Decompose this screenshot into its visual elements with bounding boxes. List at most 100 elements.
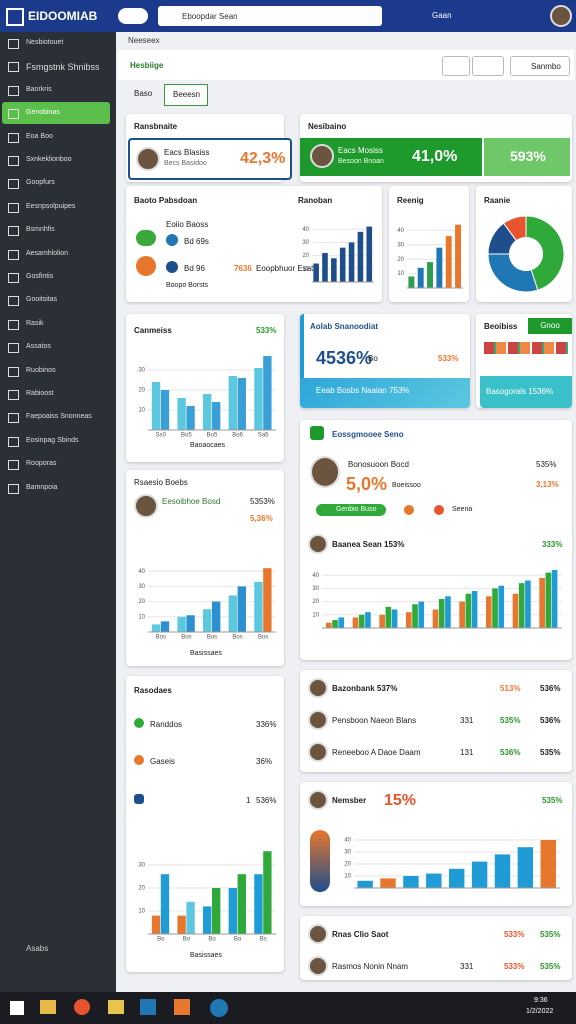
bar <box>331 258 337 282</box>
pill-text: Genbio Buso <box>336 506 377 513</box>
bar <box>518 583 525 628</box>
bar <box>486 596 492 628</box>
start-button[interactable] <box>10 1001 24 1015</box>
nav-item[interactable]: Fsmgstnk Shnibss <box>2 55 110 77</box>
side-panel: 593% <box>484 138 570 176</box>
profile-box[interactable]: Eacs Blasiss Becs Basidoo 42,3% <box>128 138 292 180</box>
search-box[interactable]: Eboopdar Sean <box>158 6 382 26</box>
nav-item[interactable]: Goopfurs <box>2 172 110 194</box>
nav-item[interactable]: Aesamhlolion <box>2 243 110 265</box>
bar <box>385 606 392 628</box>
nav-item[interactable]: Rabioost <box>2 383 110 405</box>
x-tick-label: Sa5 <box>258 433 269 439</box>
nav-item[interactable]: Ruobinos <box>2 360 110 382</box>
nav-item[interactable]: Gooitsitas <box>2 289 110 311</box>
x-tick-label: Bo5 <box>181 433 192 439</box>
bar <box>348 242 355 282</box>
row-value: 536% <box>256 796 277 805</box>
nav-icon <box>8 156 19 166</box>
value: 533% <box>256 326 277 335</box>
avatar <box>310 144 334 168</box>
nav-item[interactable]: Bamnpoia <box>2 477 110 499</box>
nav-item[interactable]: Eosinpag Sbinds <box>2 430 110 452</box>
app-icon[interactable] <box>40 1000 56 1014</box>
card-title: Ransbnaite <box>134 122 178 131</box>
bar <box>498 585 505 628</box>
nav-item[interactable]: Bsmnhfis <box>2 219 110 241</box>
bar <box>525 580 531 628</box>
nav-item[interactable]: Nesbiotouet <box>2 32 110 54</box>
y-tick-label: 30 <box>302 240 309 246</box>
user-label[interactable]: Gaan <box>432 11 452 20</box>
card-title: Reenig <box>397 196 424 205</box>
sub: Becs Basidoo <box>164 160 207 167</box>
bar <box>427 262 433 288</box>
search-text: Eboopdar Sean <box>182 12 238 21</box>
card: Beoibiss Gnoo Basogorals 1536% <box>476 314 572 408</box>
pill[interactable]: Genbio Buso <box>316 504 386 516</box>
nav-icon <box>8 319 19 330</box>
nav-label: Baorkris <box>26 85 52 93</box>
action-button[interactable]: Sanmbo <box>510 56 570 76</box>
nav-label: Assatos <box>26 343 51 351</box>
bar <box>366 226 373 282</box>
nav-item[interactable]: Assatos <box>2 336 110 358</box>
button[interactable]: Gnoo <box>528 318 572 334</box>
card-title: Baoto Pabsdoan <box>134 196 198 205</box>
page-title: Hesbiige <box>130 61 164 70</box>
filter-button[interactable] <box>472 56 504 76</box>
tab-active[interactable]: Beeesn <box>164 84 208 106</box>
green-panel: Eacs Mosiss Besoon Bnoan 41,0% <box>300 138 482 176</box>
app-icon[interactable] <box>210 999 228 1017</box>
nav-item[interactable]: Baorkris <box>2 79 110 101</box>
nav-item[interactable]: Rasik <box>2 313 110 335</box>
nav-item[interactable]: Eesnpsolpuipes <box>2 196 110 218</box>
bar <box>332 620 338 628</box>
y-tick-label: 10 <box>138 408 145 414</box>
dot <box>134 718 144 728</box>
bar <box>358 614 365 628</box>
bar <box>177 398 186 430</box>
bar <box>228 888 237 934</box>
nav-label: Eoa Boo <box>26 132 53 140</box>
bar-chart: 10 20 30 40 Bos Bos Bos Bos Bos <box>138 568 276 641</box>
avatar[interactable] <box>550 5 572 27</box>
card: Raanie <box>476 186 572 302</box>
footer: Basogorals 1536% <box>486 387 554 396</box>
badge[interactable] <box>118 8 148 24</box>
app-icon[interactable] <box>108 1000 124 1014</box>
card: Nemsber 15% 535% 10 20 30 40 <box>300 782 572 906</box>
nav-label: Fsmgstnk Shnibss <box>26 62 100 73</box>
nav-icon <box>8 460 19 471</box>
search-button[interactable] <box>442 56 470 76</box>
nav-icon <box>8 132 19 143</box>
bar <box>391 609 398 628</box>
app-icon[interactable] <box>74 999 90 1015</box>
app-icon[interactable] <box>140 999 156 1015</box>
app-icon[interactable] <box>174 999 190 1015</box>
legend: Bd 96 <box>184 264 205 273</box>
x-tick-label: Bos <box>181 635 191 641</box>
x-label: Basissaes <box>190 650 222 657</box>
nav-item[interactable]: Gosfintis <box>2 266 110 288</box>
y-tick-label: 30 <box>138 368 145 374</box>
y-tick-label: 20 <box>138 599 145 605</box>
label: Seena <box>452 506 473 513</box>
nav-item[interactable]: Eoa Boo <box>2 126 110 148</box>
bar <box>438 598 445 628</box>
bar <box>406 612 412 628</box>
bar <box>237 378 246 430</box>
bar <box>203 394 212 430</box>
bar-chart: 10 20 30 40 <box>302 226 374 283</box>
card-title: Nemsber <box>332 796 367 805</box>
nav-item[interactable]: Genobinas <box>2 102 110 125</box>
card: Rsaesio Boebs Eesoibhoe Bosd 5353% 5,36%… <box>126 470 284 666</box>
nav-item[interactable]: Rooporas <box>2 453 110 475</box>
nav-item[interactable]: Faepoaiss Snonneas <box>2 406 110 428</box>
bar <box>313 263 319 282</box>
tab[interactable]: Baso <box>134 89 153 98</box>
bar <box>417 267 424 288</box>
nav-label: Goopfurs <box>26 179 55 187</box>
nav-item[interactable]: Sxnkeklionboo <box>2 149 110 171</box>
bar <box>177 915 186 934</box>
